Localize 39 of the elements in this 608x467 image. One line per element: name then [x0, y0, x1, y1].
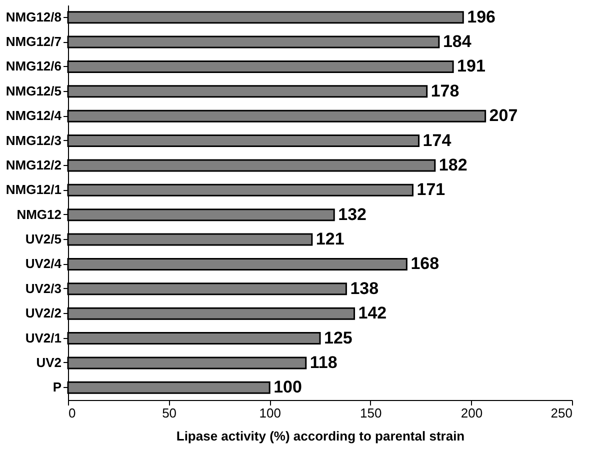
y-tick-label: NMG12/8: [6, 9, 62, 24]
x-tick-label: 100: [259, 406, 281, 420]
data-label: 132: [338, 204, 366, 224]
data-label: 182: [438, 155, 468, 174]
data-label: 184: [442, 32, 472, 52]
data-label: 138: [350, 278, 379, 298]
data-label: 207: [489, 106, 518, 126]
y-tick-label: NMG12/1: [6, 182, 62, 198]
data-label: 196: [467, 7, 496, 26]
y-tick-label: UV2/1: [25, 330, 62, 346]
y-tick-label: UV2/2: [25, 306, 62, 321]
x-axis-title: Lipase activity (%) according to parental strain: [176, 428, 465, 444]
data-label: 191: [457, 56, 486, 76]
y-tick-label: UV2/3: [25, 280, 62, 296]
x-tick-label: 50: [162, 406, 177, 420]
x-tick-label: 250: [550, 406, 572, 420]
data-label: 168: [410, 254, 440, 274]
data-label: 121: [316, 230, 344, 249]
y-tick-label: P: [52, 380, 62, 395]
x-tick-label: 200: [460, 406, 483, 420]
data-label: 100: [274, 378, 302, 397]
data-label: 142: [358, 304, 387, 323]
data-label: 174: [422, 130, 452, 150]
y-tick-label: UV2/4: [25, 256, 62, 272]
data-label: 125: [324, 328, 352, 348]
y-tick-label: NMG12/2: [6, 157, 62, 172]
y-tick-label: NMG12/7: [6, 34, 62, 50]
y-tick-label: NMG12/3: [6, 132, 62, 148]
y-tick-label: UV2/5: [25, 232, 62, 247]
data-label: 171: [416, 180, 446, 200]
y-tick-label: NMG12/6: [6, 58, 62, 74]
y-tick-label: NMG12/5: [6, 83, 62, 98]
x-tick-label: 150: [360, 406, 382, 420]
y-tick-label: UV2: [36, 354, 62, 370]
data-label: 118: [310, 352, 338, 372]
y-tick-label: NMG12: [16, 206, 62, 222]
y-tick-label: NMG12/4: [6, 108, 62, 124]
x-tick-label: 0: [68, 406, 76, 420]
data-label: 178: [430, 81, 460, 100]
